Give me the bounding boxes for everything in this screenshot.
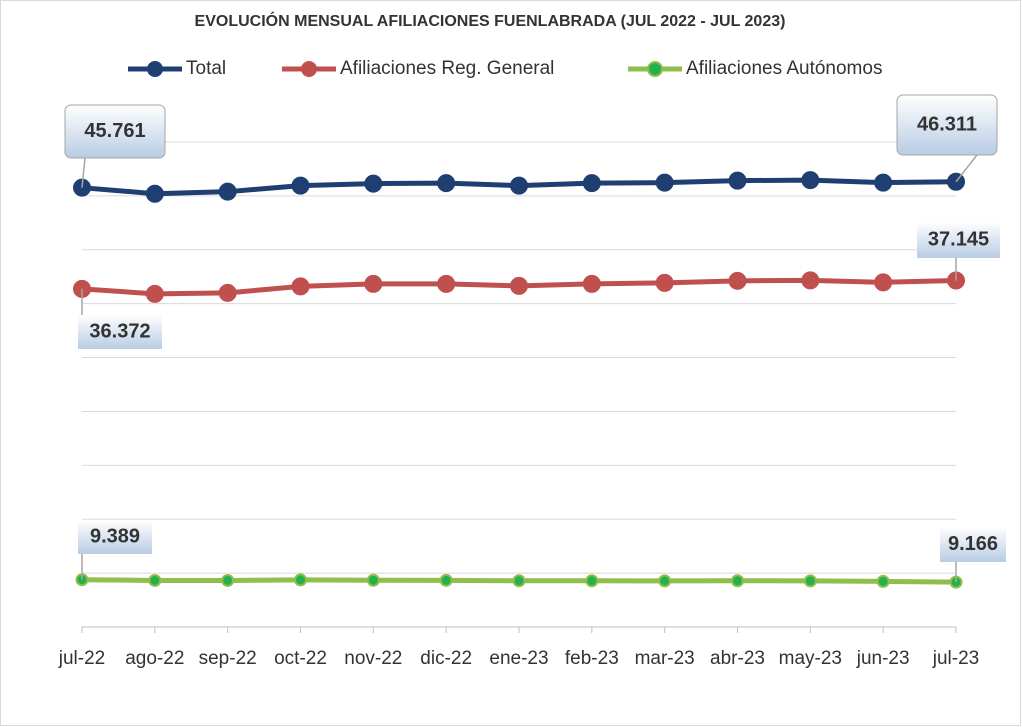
data-point: [291, 176, 310, 195]
data-point: [291, 277, 310, 296]
data-point: [510, 176, 528, 195]
data-point: [148, 573, 162, 587]
x-tick-label: abr-23: [710, 648, 765, 669]
data-point: [655, 273, 674, 292]
x-tick-label: ago-22: [125, 648, 184, 669]
data-label: 45.761: [84, 120, 145, 142]
x-tick-label: ene-23: [489, 648, 548, 669]
x-tick-label: jul-22: [58, 648, 105, 669]
x-tick-label: jul-23: [932, 648, 979, 669]
callout-leader: [955, 154, 978, 183]
callout-box: [78, 520, 152, 554]
data-point: [582, 174, 601, 193]
data-label: 37.145: [928, 228, 989, 250]
legend-label: Total: [186, 58, 226, 79]
data-point: [218, 283, 237, 302]
legend-label: Afiliaciones Autónomos: [686, 58, 882, 79]
data-point: [439, 573, 453, 587]
data-point: [585, 574, 599, 588]
x-tick-label: feb-23: [565, 648, 619, 669]
chart-title: EVOLUCIÓN MENSUAL AFILIACIONES FUENLABRA…: [195, 11, 786, 30]
x-tick-label: mar-23: [635, 648, 695, 669]
x-tick-label: oct-22: [274, 648, 327, 669]
callout-box: [940, 527, 1006, 562]
data-point: [874, 273, 893, 292]
x-tick-label: dic-22: [420, 648, 472, 669]
data-point: [221, 573, 235, 587]
legend-marker: [147, 61, 163, 77]
data-point: [876, 574, 890, 588]
data-label: 9.166: [948, 533, 998, 555]
data-point: [437, 274, 456, 293]
data-label: 36.372: [89, 320, 150, 342]
data-point: [728, 271, 747, 290]
legend-marker: [301, 61, 317, 77]
data-point: [145, 284, 164, 303]
legend-label: Afiliaciones Reg. General: [340, 58, 554, 79]
data-point: [366, 573, 380, 587]
data-point: [803, 574, 817, 588]
data-label: 46.311: [917, 113, 977, 135]
data-point: [294, 573, 307, 587]
data-point: [658, 574, 672, 588]
data-point: [655, 173, 674, 192]
data-label: 9.389: [90, 525, 140, 547]
data-point: [437, 174, 456, 193]
data-point: [582, 274, 601, 293]
data-point: [510, 276, 528, 295]
data-point: [364, 274, 383, 293]
data-point: [874, 173, 893, 192]
data-point: [801, 171, 820, 190]
x-tick-label: may-23: [779, 648, 842, 669]
callout-box: [64, 104, 166, 159]
data-point: [218, 182, 237, 201]
data-point: [145, 184, 164, 203]
x-tick-label: jun-23: [856, 648, 910, 669]
x-tick-label: nov-22: [344, 648, 402, 669]
callout-leader: [81, 157, 86, 188]
callout-box: [78, 315, 162, 349]
data-point: [512, 574, 526, 588]
callout-box: [896, 94, 998, 156]
data-point: [731, 574, 744, 588]
legend-marker: [647, 61, 663, 77]
data-point: [801, 271, 820, 290]
callout-box: [917, 222, 1000, 258]
data-point: [364, 174, 383, 193]
data-point: [728, 171, 747, 190]
x-tick-label: sep-22: [199, 648, 257, 669]
